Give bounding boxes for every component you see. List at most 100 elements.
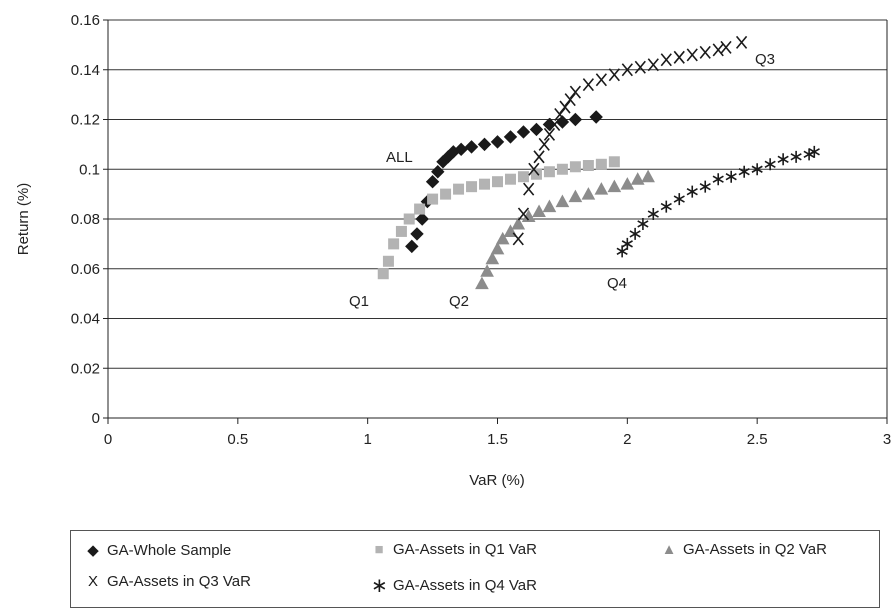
data-point	[660, 53, 672, 67]
data-point	[529, 122, 544, 137]
data-point	[630, 172, 645, 185]
legend-label: GA-Whole Sample	[107, 541, 232, 559]
data-point	[454, 142, 468, 157]
data-point	[431, 165, 445, 179]
chart: 0 0.5 1 1.5 2 2.5 3 0 0.02 0.04 0.06 0.08 0.1 0.12 0.…	[15, 12, 891, 489]
data-point	[528, 162, 540, 176]
data-point	[621, 63, 633, 77]
series-star	[616, 145, 820, 258]
data-point	[594, 182, 609, 195]
x-tick-label: 2	[623, 431, 631, 448]
data-point	[641, 169, 655, 183]
gridlines	[108, 19, 888, 418]
data-point	[504, 173, 516, 185]
x-tick-label: 1.5	[487, 431, 508, 448]
data-point	[542, 199, 557, 213]
data-point	[464, 140, 479, 154]
data-point	[589, 110, 603, 124]
y-axis-title: Return (%)	[15, 183, 32, 256]
data-point	[480, 264, 494, 277]
data-point	[608, 156, 620, 168]
y-tick-label: 0.08	[71, 211, 100, 228]
data-point	[538, 137, 550, 151]
series-diamond	[405, 110, 603, 254]
data-point	[673, 50, 685, 64]
legend-item-q4: ∗ GA-Assets in Q4 VaR	[371, 573, 537, 598]
data-point	[660, 200, 672, 213]
triangle-icon: ▲	[661, 541, 677, 558]
data-point	[568, 112, 583, 127]
data-point	[699, 180, 711, 193]
data-point	[490, 135, 505, 149]
square-icon: ■	[374, 541, 384, 558]
legend: ◆ GA-Whole Sample ■ GA-Assets in Q1 VaR …	[70, 530, 880, 608]
data-point	[388, 238, 400, 250]
data-point	[581, 187, 596, 200]
x-mark-icon: X	[87, 573, 98, 590]
x-tick-label: 0	[104, 431, 112, 448]
data-point	[699, 45, 711, 59]
x-tick-label: 3	[883, 431, 891, 448]
data-point	[647, 58, 659, 72]
data-point	[425, 174, 440, 189]
y-tick-label: 0	[92, 410, 100, 427]
series-square	[377, 156, 620, 280]
annotation-q1: Q1	[349, 293, 369, 310]
data-point	[712, 173, 724, 186]
data-point	[616, 245, 628, 258]
data-point	[735, 35, 748, 49]
data-point	[777, 153, 789, 166]
data-point	[512, 232, 524, 246]
data-point	[543, 166, 555, 178]
data-point	[414, 203, 426, 215]
data-point	[556, 163, 568, 175]
legend-label: GA-Assets in Q1 VaR	[393, 541, 537, 558]
data-point	[440, 188, 452, 200]
data-point	[620, 177, 635, 190]
data-point	[549, 117, 561, 131]
data-point	[427, 193, 439, 205]
x-tick-label: 2.5	[747, 431, 768, 448]
data-point	[637, 217, 649, 230]
data-point	[511, 216, 526, 230]
data-point	[647, 208, 659, 221]
data-point	[503, 130, 518, 144]
data-point	[686, 185, 698, 198]
data-point	[377, 268, 389, 280]
legend-item-q1: ■ GA-Assets in Q1 VaR	[371, 541, 537, 558]
data-point	[634, 60, 646, 74]
series-layer	[377, 35, 820, 290]
y-tick-label: 0.16	[71, 12, 100, 29]
x-tick-label: 0.5	[227, 431, 248, 448]
data-point	[569, 161, 581, 173]
legend-item-q2: ▲ GA-Assets in Q2 VaR	[661, 541, 827, 558]
x-axis-title: VaR (%)	[469, 472, 525, 489]
data-point	[595, 158, 607, 170]
data-point	[608, 68, 620, 82]
data-point	[751, 163, 763, 176]
data-point	[479, 178, 491, 190]
data-point	[530, 168, 542, 180]
data-point	[712, 43, 724, 57]
data-point	[738, 165, 750, 178]
data-point	[533, 150, 545, 164]
data-point	[532, 204, 546, 218]
data-point	[808, 145, 820, 158]
data-point	[582, 78, 594, 92]
data-point	[686, 48, 698, 62]
data-point	[568, 189, 583, 203]
data-point	[790, 150, 802, 163]
y-tick-label: 0.06	[71, 261, 100, 278]
x-tick-labels: 0 0.5 1 1.5 2 2.5 3	[104, 418, 891, 448]
data-point	[517, 171, 529, 183]
series-x	[512, 35, 748, 246]
y-tick-label: 0.12	[71, 112, 100, 129]
y-tick-label: 0.1	[79, 161, 100, 178]
data-point	[629, 227, 641, 240]
data-point	[405, 239, 419, 254]
data-point	[621, 237, 633, 250]
annotation-q4: Q4	[607, 275, 627, 292]
data-point	[382, 255, 394, 267]
data-point	[595, 73, 607, 87]
data-point	[569, 85, 582, 99]
